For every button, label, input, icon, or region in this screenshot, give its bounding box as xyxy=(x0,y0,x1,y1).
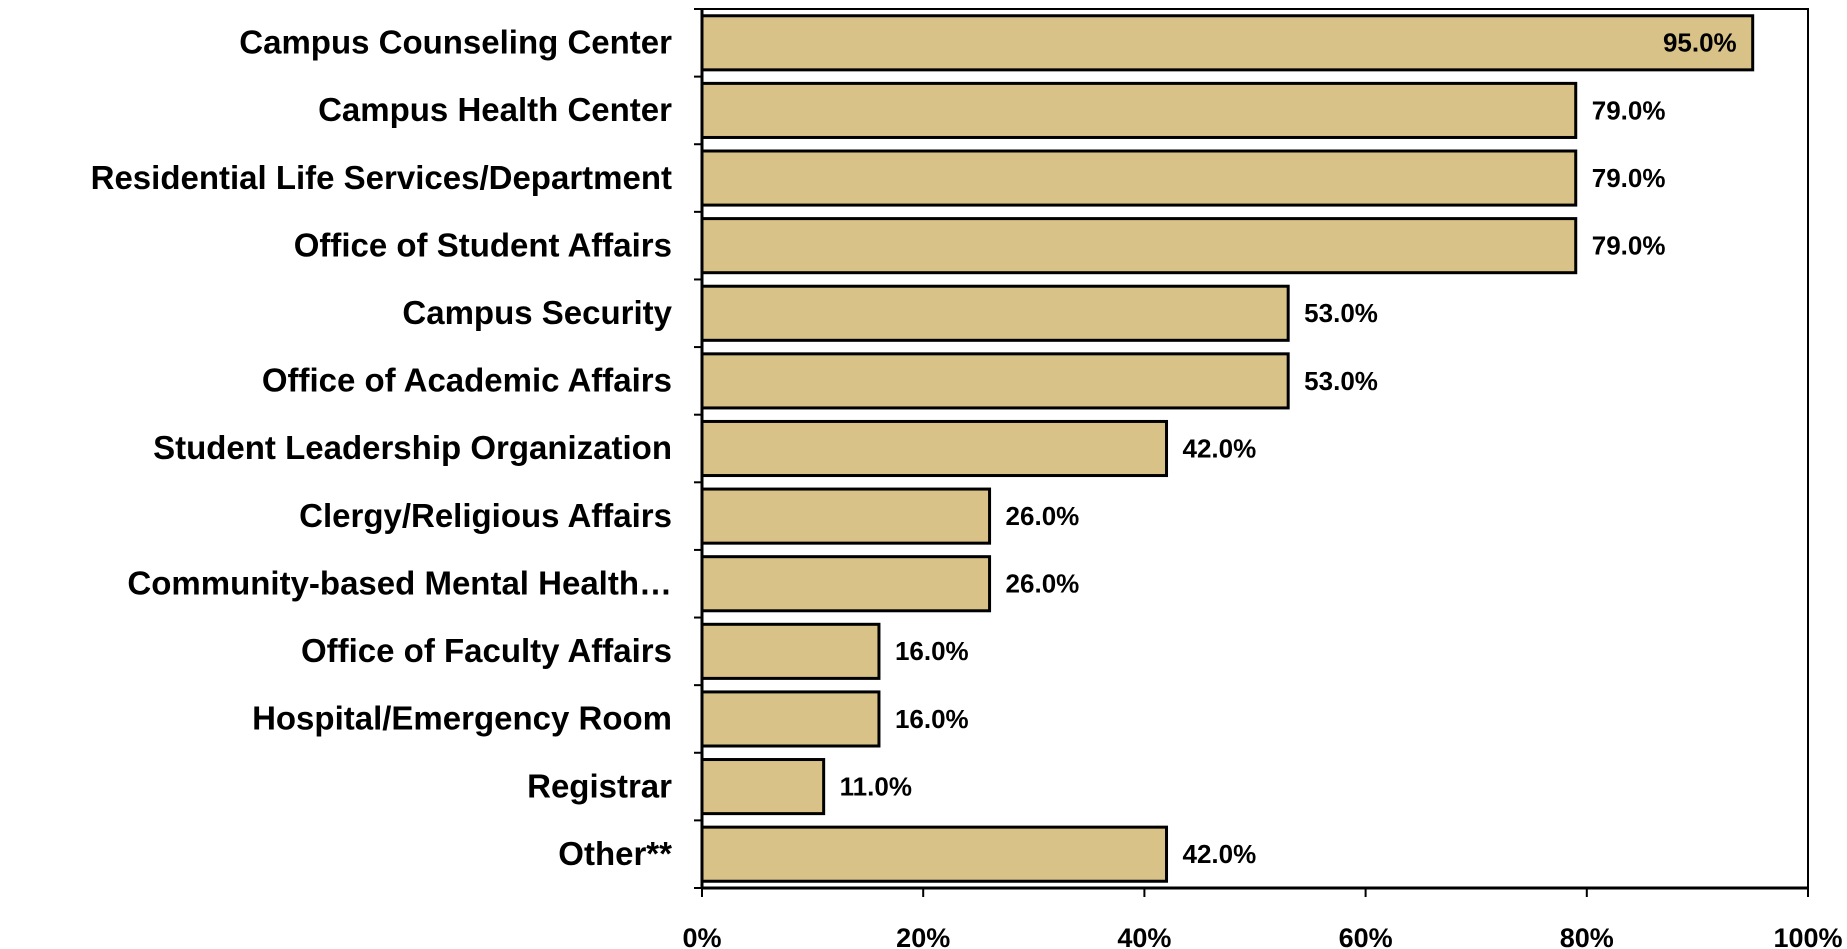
bar xyxy=(700,352,1290,410)
value-label: 11.0% xyxy=(840,771,912,801)
bar xyxy=(700,81,1578,139)
value-label: 42.0% xyxy=(1183,433,1257,463)
category-label: Office of Academic Affairs xyxy=(262,362,672,399)
bar xyxy=(700,217,1578,275)
category-label: Clergy/Religious Affairs xyxy=(299,497,672,534)
bar xyxy=(700,487,992,545)
value-label: 26.0% xyxy=(1006,501,1080,531)
x-tick-label: 40% xyxy=(1117,923,1171,949)
x-tick-label: 80% xyxy=(1560,923,1614,949)
bar xyxy=(700,758,826,816)
bar xyxy=(700,825,1169,883)
value-label: 42.0% xyxy=(1183,839,1257,869)
x-tick-label: 60% xyxy=(1339,923,1393,949)
category-label: Campus Security xyxy=(402,294,672,331)
category-label: Community-based Mental Health… xyxy=(127,564,672,601)
value-label: 53.0% xyxy=(1304,298,1378,328)
bar xyxy=(700,690,881,748)
value-label: 79.0% xyxy=(1592,163,1666,193)
category-label: Campus Health Center xyxy=(318,91,672,128)
category-label: Registrar xyxy=(527,767,672,804)
category-label: Office of Faculty Affairs xyxy=(301,632,672,669)
x-tick-label: 20% xyxy=(896,923,950,949)
bar xyxy=(700,622,881,680)
category-label: Office of Student Affairs xyxy=(294,226,672,263)
bar xyxy=(700,284,1290,342)
category-label: Student Leadership Organization xyxy=(153,429,672,466)
bar xyxy=(700,555,992,613)
value-label: 95.0% xyxy=(1663,28,1737,58)
category-label: Hospital/Emergency Room xyxy=(252,700,672,737)
value-label: 16.0% xyxy=(895,636,969,666)
x-tick-label: 100% xyxy=(1773,923,1842,949)
bar xyxy=(700,14,1755,72)
category-label: Other** xyxy=(558,835,672,872)
x-tick-label: 0% xyxy=(682,923,721,949)
value-label: 79.0% xyxy=(1592,231,1666,261)
bar xyxy=(700,149,1578,207)
value-label: 53.0% xyxy=(1304,366,1378,396)
value-label: 16.0% xyxy=(895,704,969,734)
value-label: 79.0% xyxy=(1592,95,1666,125)
value-label: 26.0% xyxy=(1006,569,1080,599)
category-label: Campus Counseling Center xyxy=(239,24,672,61)
category-label: Residential Life Services/Department xyxy=(91,159,672,196)
bar xyxy=(700,419,1169,478)
